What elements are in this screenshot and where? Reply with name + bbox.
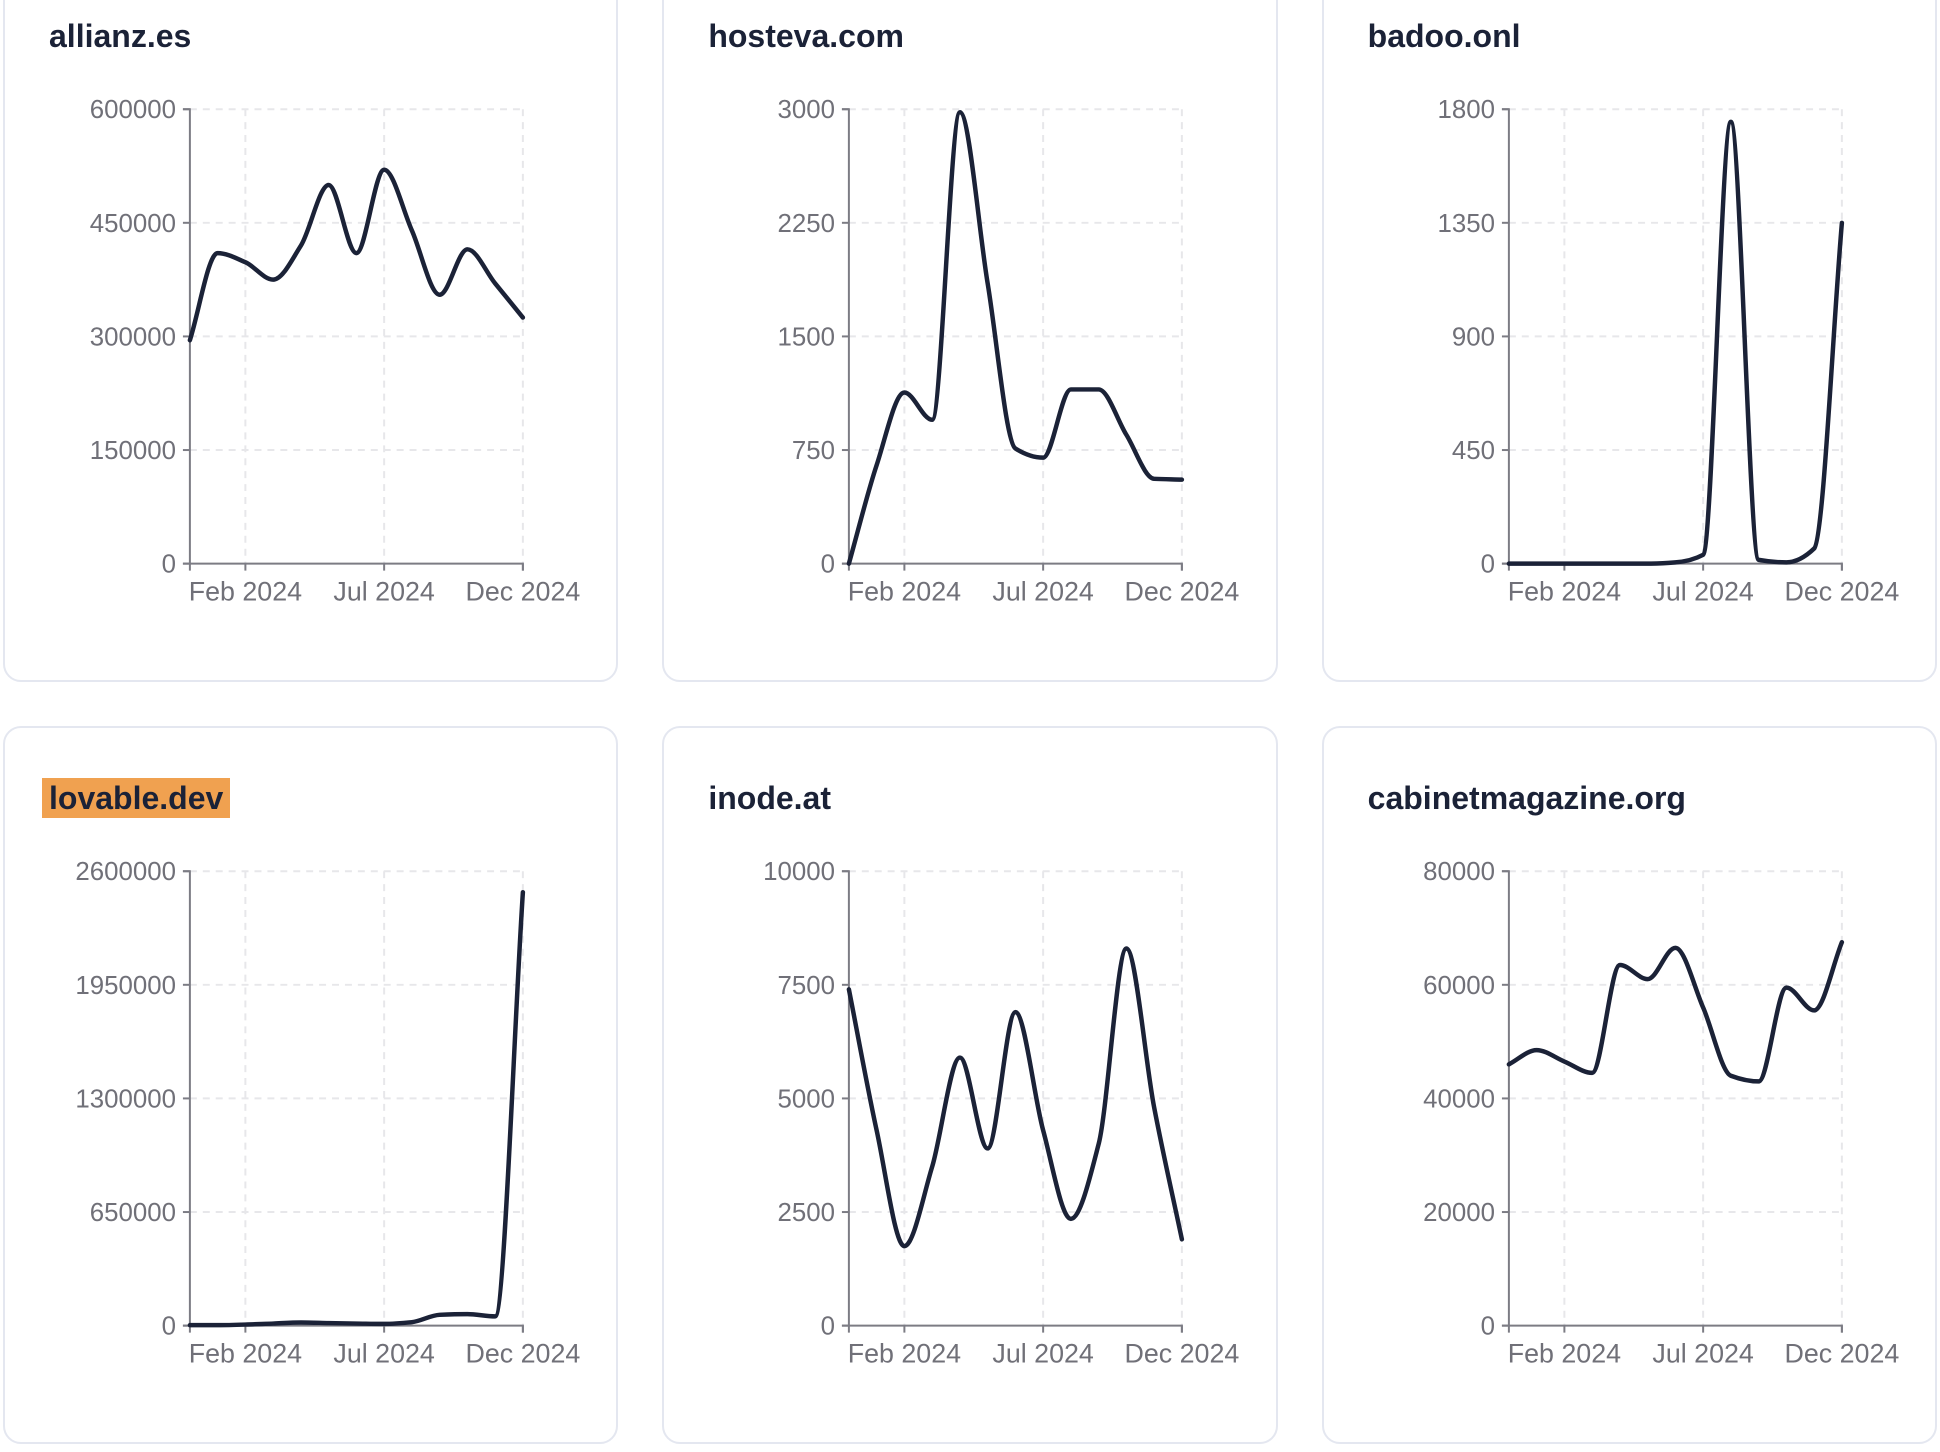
gridlines: [1508, 108, 1843, 564]
svg-text:750: 750: [792, 437, 835, 465]
svg-text:1500: 1500: [778, 323, 835, 351]
gridlines: [849, 870, 1184, 1326]
svg-text:Feb 2024: Feb 2024: [1507, 576, 1620, 606]
svg-text:900: 900: [1452, 323, 1495, 351]
y-axis-labels: 0 650000 1300000 1950000 2600000: [75, 858, 176, 1340]
svg-text:Feb 2024: Feb 2024: [848, 1338, 961, 1368]
chart-card-inode-at: inode.at 0 2500 5000 7500 10000 Feb 2024 Jul 2…: [662, 726, 1278, 1444]
svg-text:Dec 2024: Dec 2024: [1125, 1338, 1240, 1368]
svg-text:600000: 600000: [90, 96, 176, 124]
svg-text:40000: 40000: [1423, 1085, 1495, 1113]
traffic-line-chart: 0 20000 40000 60000 80000 Feb 2024 Jul 2024 Dec…: [1423, 858, 1899, 1368]
chart-title[interactable]: inode.at: [708, 780, 831, 816]
svg-text:1350: 1350: [1437, 210, 1494, 238]
svg-text:0: 0: [162, 551, 176, 579]
chart-card-lovable-dev: lovable.dev 0 650000 1300000 1950000 2600000…: [3, 726, 619, 1444]
y-axis-labels: 0 450 900 1350 1800: [1437, 96, 1494, 578]
svg-text:Feb 2024: Feb 2024: [1507, 1338, 1620, 1368]
svg-text:1950000: 1950000: [75, 972, 176, 1000]
svg-text:2600000: 2600000: [75, 858, 176, 886]
svg-text:Dec 2024: Dec 2024: [465, 576, 580, 606]
svg-text:Dec 2024: Dec 2024: [1784, 576, 1899, 606]
trend-line: [1506, 939, 1844, 1084]
traffic-line-chart: 0 2500 5000 7500 10000 Feb 2024 Jul 2024 Dec 20…: [763, 858, 1240, 1368]
chart-card-allianz-es: allianz.es 0 150000 300000 450000 600000 Feb …: [3, 0, 619, 682]
svg-text:0: 0: [821, 1313, 835, 1341]
chart-card-cabinetmagazine-org: cabinetmagazine.org 0 20000 40000 60000 8000…: [1321, 726, 1937, 1444]
svg-text:Dec 2024: Dec 2024: [465, 1338, 580, 1368]
y-axis-labels: 0 20000 40000 60000 80000: [1423, 858, 1495, 1340]
svg-text:150000: 150000: [90, 437, 176, 465]
traffic-line-chart: 0 150000 300000 450000 600000 Feb 2024 Jul 202…: [90, 96, 581, 606]
svg-text:300000: 300000: [90, 323, 176, 351]
trend-line: [846, 946, 1185, 1249]
axes: [182, 870, 524, 1333]
traffic-line-chart: 0 450 900 1350 1800 Feb 2024 Jul 2024 Dec 2024: [1437, 96, 1899, 606]
chart-title[interactable]: lovable.dev: [42, 778, 231, 818]
svg-text:1300000: 1300000: [75, 1085, 176, 1113]
trend-line: [1506, 119, 1844, 566]
svg-text:60000: 60000: [1423, 972, 1495, 1000]
svg-text:Jul 2024: Jul 2024: [333, 576, 434, 606]
axes: [1501, 870, 1843, 1333]
y-axis-labels: 0 150000 300000 450000 600000: [90, 96, 176, 578]
svg-text:10000: 10000: [763, 858, 835, 886]
chart-title[interactable]: badoo.onl: [1367, 18, 1521, 54]
trend-line: [187, 889, 526, 1328]
svg-text:Dec 2024: Dec 2024: [1125, 576, 1240, 606]
y-axis-labels: 0 2500 5000 7500 10000: [763, 858, 835, 1340]
chart-card-badoo-onl: badoo.onl 0 450 900 1350 1800 Feb 2024 Jul 202…: [1321, 0, 1937, 682]
svg-text:0: 0: [1480, 551, 1494, 579]
svg-text:0: 0: [821, 551, 835, 579]
svg-text:Jul 2024: Jul 2024: [993, 1338, 1094, 1368]
svg-text:650000: 650000: [90, 1199, 176, 1227]
gridlines: [1508, 870, 1843, 1326]
gridlines: [849, 108, 1184, 564]
svg-text:0: 0: [162, 1313, 176, 1341]
svg-text:7500: 7500: [778, 972, 835, 1000]
axes: [842, 108, 1184, 571]
svg-text:Feb 2024: Feb 2024: [189, 576, 302, 606]
chart-title[interactable]: cabinetmagazine.org: [1367, 780, 1686, 816]
svg-text:450000: 450000: [90, 210, 176, 238]
gridlines: [189, 108, 524, 564]
svg-text:Feb 2024: Feb 2024: [848, 576, 961, 606]
axes: [842, 870, 1184, 1333]
svg-text:Dec 2024: Dec 2024: [1784, 1338, 1899, 1368]
y-axis-labels: 0 750 1500 2250 3000: [778, 96, 835, 578]
axes: [182, 108, 524, 571]
trend-line: [187, 167, 526, 343]
x-axis-labels: Feb 2024 Jul 2024 Dec 2024: [848, 576, 1240, 606]
chart-card-hosteva-com: hosteva.com 0 750 1500 2250 3000 Feb 2024 Jul …: [662, 0, 1278, 682]
svg-text:Jul 2024: Jul 2024: [1652, 1338, 1753, 1368]
axes: [1501, 108, 1843, 571]
gridlines: [189, 870, 524, 1326]
chart-title[interactable]: allianz.es: [49, 18, 192, 54]
svg-text:Jul 2024: Jul 2024: [1652, 576, 1753, 606]
x-axis-labels: Feb 2024 Jul 2024 Dec 2024: [1507, 576, 1899, 606]
svg-text:5000: 5000: [778, 1085, 835, 1113]
svg-text:Jul 2024: Jul 2024: [333, 1338, 434, 1368]
x-axis-labels: Feb 2024 Jul 2024 Dec 2024: [189, 1338, 581, 1368]
svg-text:0: 0: [1480, 1313, 1494, 1341]
x-axis-labels: Feb 2024 Jul 2024 Dec 2024: [1507, 1338, 1899, 1368]
svg-text:80000: 80000: [1423, 858, 1495, 886]
svg-text:2250: 2250: [778, 210, 835, 238]
svg-text:2500: 2500: [778, 1199, 835, 1227]
svg-text:20000: 20000: [1423, 1199, 1495, 1227]
traffic-line-chart: 0 650000 1300000 1950000 2600000 Feb 2024 Jul …: [75, 858, 581, 1368]
svg-text:1800: 1800: [1437, 96, 1494, 124]
svg-text:Feb 2024: Feb 2024: [189, 1338, 302, 1368]
x-axis-labels: Feb 2024 Jul 2024 Dec 2024: [189, 576, 581, 606]
svg-text:450: 450: [1452, 437, 1495, 465]
traffic-line-chart: 0 750 1500 2250 3000 Feb 2024 Jul 2024 Dec 2024: [778, 96, 1240, 606]
svg-text:Jul 2024: Jul 2024: [993, 576, 1094, 606]
x-axis-labels: Feb 2024 Jul 2024 Dec 2024: [848, 1338, 1240, 1368]
chart-title[interactable]: hosteva.com: [708, 18, 904, 54]
trend-line: [846, 109, 1185, 566]
svg-text:3000: 3000: [778, 96, 835, 124]
